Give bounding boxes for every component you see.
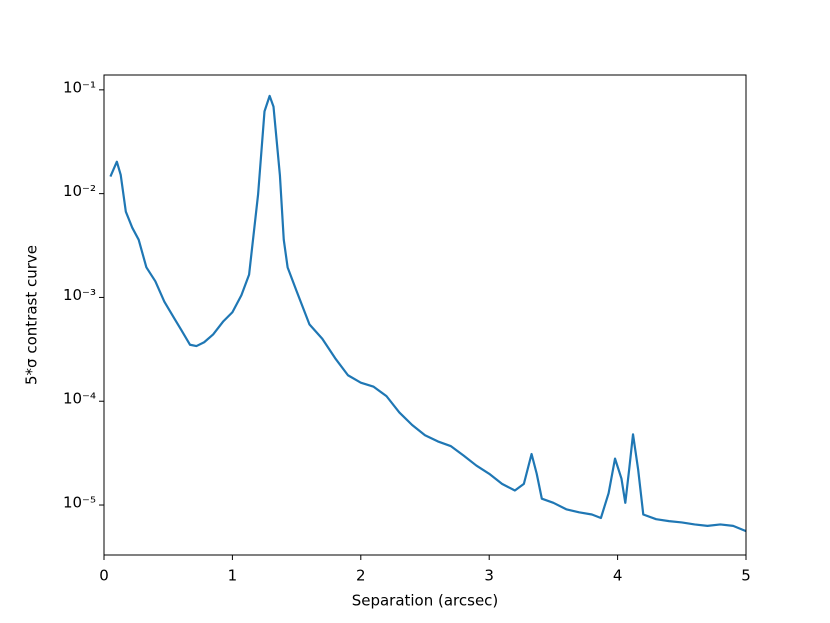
y-axis-label: 5*σ contrast curve <box>23 245 41 385</box>
contrast-line <box>109 94 747 533</box>
x-tick-label: 2 <box>356 567 366 585</box>
y-tick-label: 10⁻⁴ <box>63 390 96 408</box>
x-axis-label: Separation (arcsec) <box>352 592 499 610</box>
plot-frame <box>103 74 747 556</box>
y-tick-label: 10⁻¹ <box>63 78 96 96</box>
x-tick-label: 4 <box>613 567 623 585</box>
x-tick-label: 5 <box>741 567 751 585</box>
x-tick-label: 1 <box>228 567 238 585</box>
x-tick-label: 0 <box>99 567 109 585</box>
x-tick-label: 3 <box>484 567 494 585</box>
y-tick-label: 10⁻³ <box>63 286 96 304</box>
y-tick-label: 10⁻⁵ <box>63 494 96 512</box>
y-tick-label: 10⁻² <box>63 182 96 200</box>
